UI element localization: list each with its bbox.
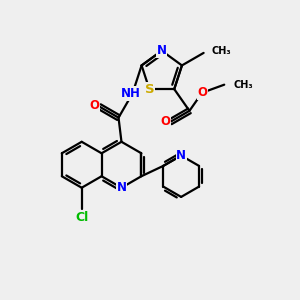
Text: NH: NH bbox=[121, 87, 141, 100]
Text: N: N bbox=[116, 181, 127, 194]
Text: O: O bbox=[160, 116, 170, 128]
Text: O: O bbox=[89, 99, 99, 112]
Text: N: N bbox=[176, 149, 186, 162]
Text: Cl: Cl bbox=[75, 211, 88, 224]
Text: S: S bbox=[145, 82, 154, 96]
Text: N: N bbox=[157, 44, 167, 57]
Text: CH₃: CH₃ bbox=[212, 46, 232, 56]
Text: CH₃: CH₃ bbox=[234, 80, 253, 90]
Text: O: O bbox=[197, 86, 207, 99]
